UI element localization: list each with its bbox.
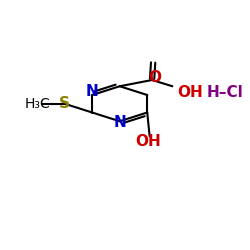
Text: N: N [113, 115, 126, 130]
Text: H₃C: H₃C [24, 97, 50, 111]
Text: H–Cl: H–Cl [207, 85, 244, 100]
Text: OH: OH [177, 85, 203, 100]
Text: O: O [148, 70, 161, 85]
Text: N: N [86, 84, 98, 99]
Text: S: S [59, 96, 70, 111]
Text: OH: OH [136, 134, 161, 149]
